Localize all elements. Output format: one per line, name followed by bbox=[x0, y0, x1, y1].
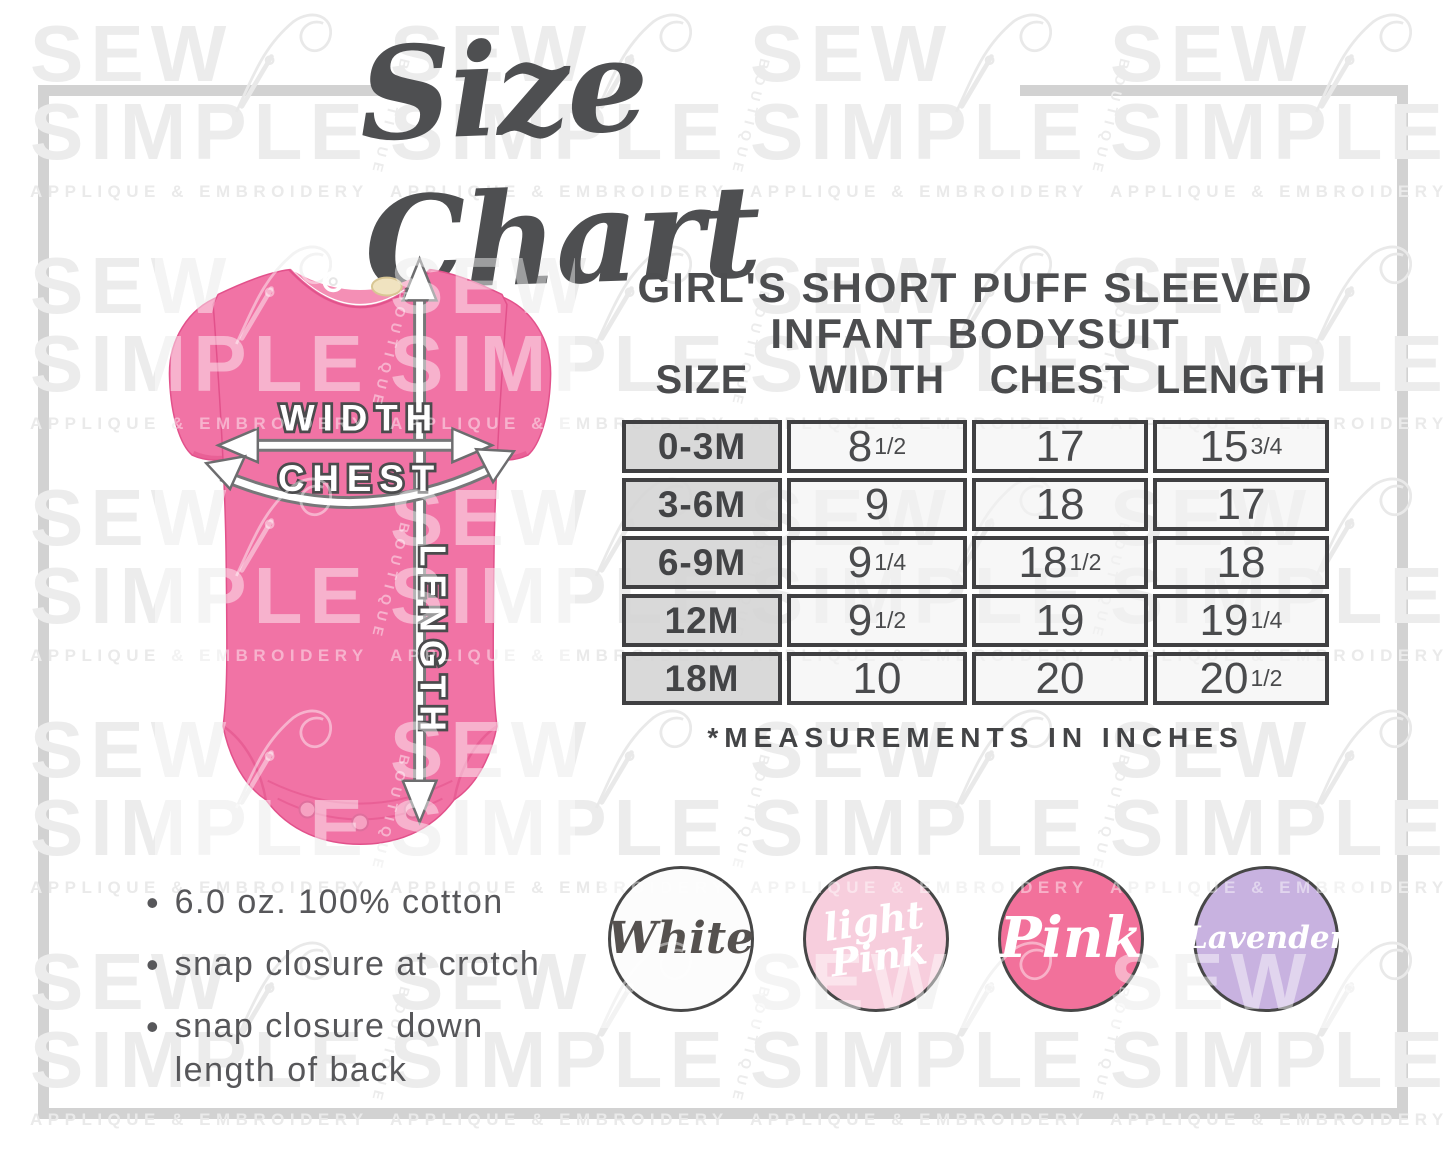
size-table: 0-3M 8 1/2 17 15 3/4 3-6M 9 18 17 6-9M 9 1/4 18 1/2 18 1… bbox=[622, 420, 1329, 705]
bullet-icon: • bbox=[146, 944, 159, 985]
swatch-label: Lavender bbox=[1186, 920, 1346, 957]
watermark-text: APPLIQUE & EMBROIDERY bbox=[30, 181, 369, 201]
measurements-footnote: *MEASUREMENTS IN INCHES bbox=[707, 722, 1244, 753]
watermark-text: SIMPLE bbox=[1110, 783, 1445, 873]
watermark-text: SIMPLE bbox=[750, 783, 1090, 873]
measurement-cell: 19 1/4 bbox=[1153, 594, 1329, 647]
watermark-text: SIMPLE bbox=[750, 1020, 1111, 1028]
color-swatches: WhitelightPinkPinkLavenderSEWSIMPLEAPPLI… bbox=[600, 858, 1370, 1028]
bullet-icon: • bbox=[146, 1006, 159, 1047]
needle-thread-icon bbox=[1309, 699, 1429, 819]
size-cell: 18M bbox=[622, 652, 782, 705]
measurement-cell: 17 bbox=[972, 420, 1148, 473]
frame-border bbox=[1397, 85, 1408, 1119]
swatch-label: light Pink bbox=[820, 891, 930, 986]
header-length: LENGTH bbox=[1155, 358, 1327, 402]
watermark-boutique-text: BOUTIQUE bbox=[728, 753, 774, 876]
garment-tag bbox=[370, 276, 403, 297]
measurement-cell: 20 bbox=[972, 652, 1148, 705]
feature-text: snap closure at crotch bbox=[174, 945, 541, 983]
watermark-boutique-text: BOUTIQUE bbox=[728, 985, 773, 1028]
watermark-text: SIMPLE bbox=[30, 87, 370, 177]
needle-thread-icon bbox=[949, 699, 1069, 819]
width-label: WIDTH bbox=[280, 397, 440, 438]
watermark-boutique-text: BOUTIQUE bbox=[1088, 753, 1134, 876]
product-title-line1: GIRL'S SHORT PUFF SLEEVED bbox=[637, 264, 1314, 311]
measurement-cell: 10 bbox=[787, 652, 967, 705]
measurement-cell: 15 3/4 bbox=[1153, 420, 1329, 473]
frame-border bbox=[38, 85, 49, 1119]
measurement-cell: 9 bbox=[787, 478, 967, 531]
feature-item: • snap closure down length of back bbox=[146, 1004, 566, 1092]
header-width: WIDTH bbox=[808, 358, 946, 402]
size-cell: 12M bbox=[622, 594, 782, 647]
frame-border bbox=[1020, 85, 1408, 96]
watermark-text: SIMPLE bbox=[1110, 858, 1370, 868]
measurement-cell: 8 1/2 bbox=[787, 420, 967, 473]
length-label: LENGTH bbox=[413, 545, 453, 739]
needle-thread-icon bbox=[589, 699, 709, 819]
color-swatch-pink: Pink bbox=[998, 866, 1144, 1012]
frame-border bbox=[38, 1108, 1408, 1119]
product-title-line2: INFANT BODYSUIT bbox=[770, 310, 1181, 357]
size-cell: 3-6M bbox=[622, 478, 782, 531]
watermark-boutique-text: BOUTIQUE bbox=[1088, 57, 1134, 180]
watermark-text: SEW bbox=[30, 9, 234, 98]
measurement-cell: 20 1/2 bbox=[1153, 652, 1329, 705]
swatch-label: White bbox=[607, 913, 755, 965]
color-swatch-light-pink: light Pink bbox=[803, 866, 949, 1012]
size-table-headers: SIZE WIDTH CHEST LENGTH bbox=[622, 358, 1329, 403]
feature-item: • snap closure at crotch bbox=[146, 942, 566, 987]
bodysuit-illustration: WIDTH CHEST LENGTH bbox=[168, 255, 552, 846]
chest-label: CHEST bbox=[278, 458, 442, 499]
color-swatch-lavender: Lavender bbox=[1186, 866, 1346, 1012]
torso bbox=[212, 268, 508, 846]
needle-thread-icon bbox=[1309, 3, 1429, 123]
watermark-boutique-text: BOUTIQUE bbox=[728, 858, 773, 875]
feature-text: snap closure down length of back bbox=[174, 1007, 484, 1090]
bullet-icon: • bbox=[146, 882, 159, 923]
measurement-cell: 19 bbox=[972, 594, 1148, 647]
measurement-cell: 9 1/4 bbox=[787, 536, 967, 589]
watermark-text: APPLIQUE & EMBROIDERY bbox=[1110, 181, 1445, 201]
measurement-cell: 18 1/2 bbox=[972, 536, 1148, 589]
watermark-text: SIMPLE bbox=[1110, 1020, 1370, 1028]
feature-list: • 6.0 oz. 100% cotton • snap closure at cro… bbox=[146, 880, 566, 1109]
measurement-cell: 18 bbox=[972, 478, 1148, 531]
size-cell: 6-9M bbox=[622, 536, 782, 589]
watermark-text: SIMPLE bbox=[1110, 1015, 1445, 1105]
width-arrow bbox=[214, 426, 496, 465]
watermark-text: SEW bbox=[1110, 9, 1314, 98]
measurement-cell: 9 1/2 bbox=[787, 594, 967, 647]
needle-thread-icon bbox=[229, 3, 349, 123]
length-arrow bbox=[400, 255, 439, 826]
feature-text: 6.0 oz. 100% cotton bbox=[174, 883, 504, 921]
frame-border bbox=[38, 85, 426, 96]
watermark-text: SIMPLE bbox=[600, 1020, 751, 1028]
measurement-cell: 18 bbox=[1153, 536, 1329, 589]
size-cell: 0-3M bbox=[622, 420, 782, 473]
header-size: SIZE bbox=[655, 358, 749, 402]
header-chest: CHEST bbox=[989, 358, 1131, 402]
measurement-cell: 17 bbox=[1153, 478, 1329, 531]
watermark-text: SIMPLE bbox=[750, 1015, 1090, 1105]
color-swatch-white: White bbox=[608, 866, 754, 1012]
watermark-text: SIMPLE bbox=[1110, 87, 1445, 177]
feature-item: • 6.0 oz. 100% cotton bbox=[146, 880, 566, 925]
swatch-label: Pink bbox=[999, 905, 1143, 972]
